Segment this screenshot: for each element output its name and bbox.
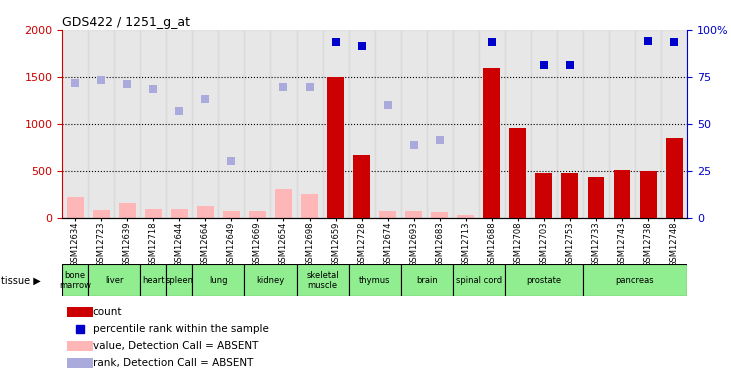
- Bar: [140, 30, 167, 217]
- Bar: [427, 30, 452, 217]
- Bar: [588, 177, 605, 218]
- Text: count: count: [93, 307, 122, 317]
- Bar: [666, 138, 683, 218]
- Bar: [452, 264, 505, 296]
- Bar: [249, 211, 266, 217]
- Bar: [88, 30, 114, 217]
- Bar: [275, 189, 292, 217]
- Text: prostate: prostate: [526, 276, 561, 285]
- Bar: [609, 30, 635, 217]
- Bar: [405, 211, 423, 217]
- Bar: [583, 30, 609, 217]
- Bar: [401, 30, 427, 217]
- Bar: [67, 358, 93, 368]
- Bar: [197, 206, 214, 218]
- Bar: [223, 211, 240, 217]
- Text: skeletal
muscle: skeletal muscle: [306, 271, 339, 290]
- Bar: [452, 30, 479, 217]
- Text: spinal cord: spinal cord: [455, 276, 502, 285]
- Bar: [505, 264, 583, 296]
- Bar: [322, 30, 349, 217]
- Bar: [301, 194, 318, 217]
- Bar: [661, 30, 687, 217]
- Text: bone
marrow: bone marrow: [59, 271, 91, 290]
- Bar: [167, 30, 192, 217]
- Bar: [353, 155, 370, 218]
- Bar: [349, 30, 374, 217]
- Bar: [114, 30, 140, 217]
- Bar: [297, 30, 322, 217]
- Text: rank, Detection Call = ABSENT: rank, Detection Call = ABSENT: [93, 358, 253, 368]
- Bar: [583, 264, 687, 296]
- Bar: [67, 197, 83, 217]
- Bar: [88, 264, 140, 296]
- Bar: [297, 264, 349, 296]
- Text: pancreas: pancreas: [616, 276, 654, 285]
- Bar: [327, 77, 344, 218]
- Bar: [349, 264, 401, 296]
- Bar: [635, 30, 661, 217]
- Bar: [483, 68, 500, 218]
- Bar: [145, 209, 162, 218]
- Bar: [62, 264, 88, 296]
- Text: lung: lung: [209, 276, 227, 285]
- Text: tissue ▶: tissue ▶: [1, 275, 40, 285]
- Bar: [531, 30, 557, 217]
- Bar: [557, 30, 583, 217]
- Bar: [379, 211, 396, 217]
- Text: kidney: kidney: [257, 276, 284, 285]
- Text: spleen: spleen: [165, 276, 193, 285]
- Bar: [140, 264, 167, 296]
- Text: percentile rank within the sample: percentile rank within the sample: [93, 324, 268, 334]
- Text: brain: brain: [416, 276, 438, 285]
- Bar: [219, 30, 244, 217]
- Bar: [171, 209, 188, 218]
- Bar: [479, 30, 505, 217]
- Bar: [62, 30, 88, 217]
- Bar: [270, 30, 297, 217]
- Bar: [67, 308, 93, 317]
- Bar: [458, 214, 474, 217]
- Bar: [244, 30, 270, 217]
- Text: GDS422 / 1251_g_at: GDS422 / 1251_g_at: [62, 16, 190, 29]
- Bar: [510, 128, 526, 218]
- Text: heart: heart: [142, 276, 164, 285]
- Bar: [118, 202, 136, 217]
- Bar: [167, 264, 192, 296]
- Text: thymus: thymus: [359, 276, 390, 285]
- Bar: [67, 341, 93, 351]
- Bar: [431, 212, 448, 217]
- Bar: [535, 172, 553, 217]
- Bar: [613, 170, 631, 217]
- Bar: [505, 30, 531, 217]
- Text: value, Detection Call = ABSENT: value, Detection Call = ABSENT: [93, 341, 258, 351]
- Bar: [640, 171, 656, 217]
- Bar: [401, 264, 452, 296]
- Bar: [374, 30, 401, 217]
- Text: liver: liver: [105, 276, 124, 285]
- Bar: [192, 264, 244, 296]
- Bar: [244, 264, 297, 296]
- Bar: [192, 30, 219, 217]
- Bar: [561, 173, 578, 217]
- Bar: [93, 210, 110, 218]
